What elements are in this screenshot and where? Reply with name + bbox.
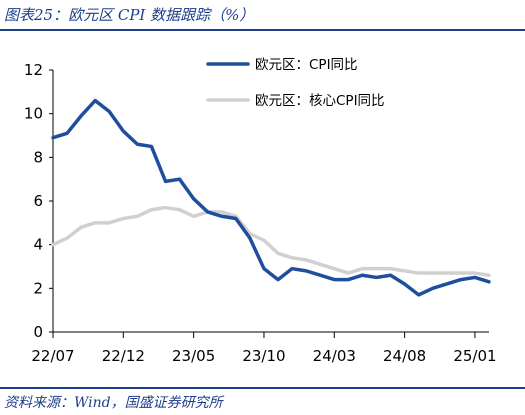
legend-label-cpi: 欧元区：CPI同比 xyxy=(255,57,358,73)
x-tick-label: 23/10 xyxy=(242,347,285,365)
y-tick-label: 2 xyxy=(33,279,43,297)
y-tick-label: 6 xyxy=(33,192,43,210)
x-tick-label: 22/07 xyxy=(31,347,74,365)
x-tick-label: 24/03 xyxy=(313,347,356,365)
y-tick-label: 8 xyxy=(33,148,43,166)
series-line-cpi xyxy=(51,98,491,297)
chart-series xyxy=(51,98,491,297)
x-tick-label: 23/05 xyxy=(172,347,215,365)
y-tick-label: 10 xyxy=(24,105,43,123)
source-rule xyxy=(0,387,525,389)
chart-title: 图表25：欧元区 CPI 数据跟踪（%） xyxy=(4,6,255,24)
legend-label-core-cpi: 欧元区：核心CPI同比 xyxy=(255,93,385,109)
x-tick-label: 25/01 xyxy=(453,347,496,365)
series-line-core-cpi xyxy=(51,205,491,277)
source-note: 资料来源：Wind，国盛证券研究所 xyxy=(4,395,223,411)
chart-axes: 0 2 4 6 8 10 12 22/07 22/12 23/05 23/10 24/03 24/08 2… xyxy=(24,61,497,365)
y-tick-label: 0 xyxy=(33,323,43,341)
title-rule xyxy=(0,29,525,31)
y-tick-label: 4 xyxy=(33,236,43,254)
y-tick-label: 12 xyxy=(24,61,43,79)
title-bar: 图表25：欧元区 CPI 数据跟踪（%） xyxy=(0,0,525,31)
x-tick-label: 22/12 xyxy=(102,347,145,365)
x-tick-label: 24/08 xyxy=(383,347,426,365)
